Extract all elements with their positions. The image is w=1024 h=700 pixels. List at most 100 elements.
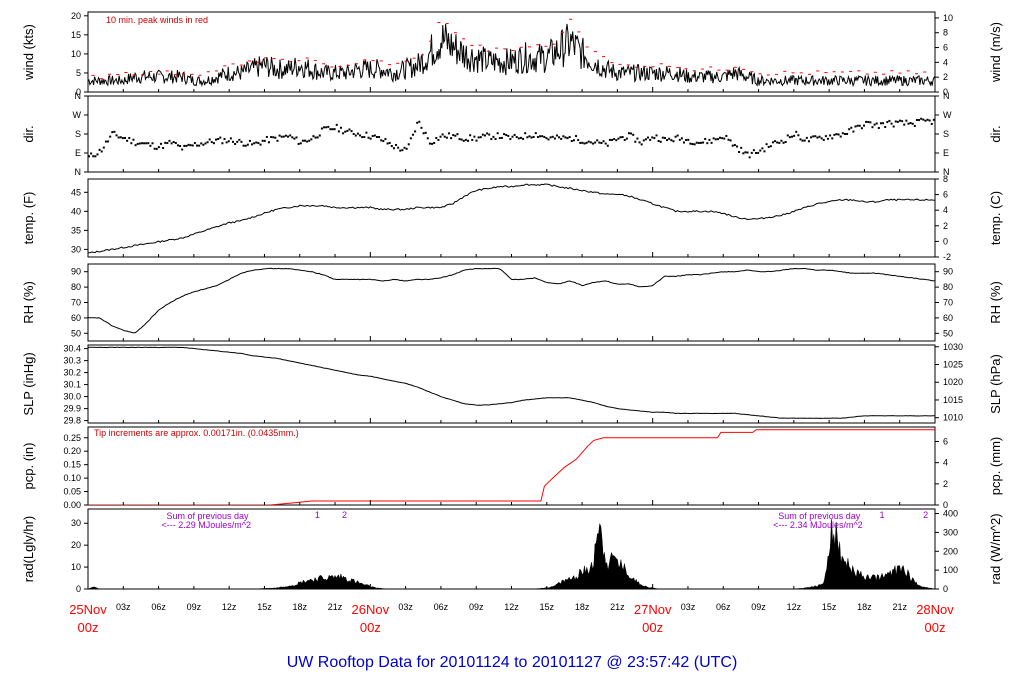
direction-point	[835, 133, 838, 136]
direction-point	[354, 134, 357, 137]
direction-point	[170, 142, 173, 145]
direction-point	[570, 140, 573, 143]
right-tick-label: 1030	[943, 342, 963, 352]
direction-point	[524, 132, 527, 135]
hour-tick-label: 03z	[398, 602, 413, 612]
direction-point	[909, 122, 912, 125]
direction-point	[399, 149, 402, 152]
direction-point	[500, 136, 503, 139]
direction-point	[395, 143, 398, 146]
direction-point	[846, 132, 849, 135]
direction-point	[522, 137, 525, 140]
direction-point	[253, 142, 256, 145]
direction-point	[600, 141, 603, 144]
left-tick-label: W	[73, 110, 82, 120]
left-tick-label: 0.20	[63, 446, 81, 456]
direction-point	[407, 143, 410, 146]
left-tick-label: 70	[71, 298, 81, 308]
right-tick-label: S	[943, 129, 949, 139]
direction-point	[151, 142, 154, 145]
panel-0: 0 5 10 15 20 0 2 4 6 8 10 wind (kts) wind (m/s) 10 mi…	[21, 11, 1003, 97]
direction-point	[621, 136, 624, 139]
footer-title: UW Rooftop Data for 20101124 to 20101127…	[287, 654, 738, 671]
direction-point	[572, 139, 575, 142]
time-axis: 03z 06z 09z 12z 15z 18z 21z 03z 06z 09z 12z 15z 18z 2…	[69, 602, 954, 635]
series-line-3	[88, 267, 935, 334]
direction-point	[176, 144, 179, 147]
direction-point	[462, 139, 465, 142]
direction-point	[126, 139, 129, 142]
right-tick-label: 1010	[943, 413, 963, 423]
direction-point	[657, 139, 660, 142]
left-tick-label: 30.4	[63, 344, 81, 354]
right-tick-label: 10	[943, 13, 953, 23]
solar-marker: 1	[315, 510, 320, 520]
direction-point	[136, 142, 139, 145]
radiation-sum-note: <--- 2.34 MJoules/m^2	[773, 520, 863, 530]
direction-point	[132, 138, 135, 141]
direction-point	[447, 132, 450, 135]
day-hour-label: 00z	[78, 620, 99, 635]
direction-point	[676, 134, 679, 137]
direction-point	[873, 123, 876, 126]
right-tick-label: 1025	[943, 360, 963, 370]
direction-point	[566, 137, 569, 140]
direction-point	[714, 138, 717, 141]
direction-point	[803, 139, 806, 142]
direction-point	[837, 133, 840, 136]
direction-point	[452, 134, 455, 137]
direction-point	[763, 150, 766, 153]
direction-point	[536, 136, 539, 139]
direction-point	[272, 136, 275, 139]
direction-point	[659, 140, 662, 143]
direction-point	[418, 120, 421, 123]
direction-point	[414, 130, 417, 133]
direction-point	[530, 136, 533, 139]
direction-point	[924, 119, 927, 122]
direction-point	[155, 147, 158, 150]
direction-point	[162, 147, 165, 150]
direction-point	[289, 134, 292, 137]
plot-area	[88, 519, 935, 589]
direction-point	[774, 140, 777, 143]
direction-point	[564, 136, 567, 139]
direction-point	[890, 122, 893, 125]
direction-point	[596, 139, 599, 142]
left-tick-label: 30.0	[63, 392, 81, 402]
direction-point	[551, 135, 554, 138]
solar-marker: 2	[923, 510, 928, 520]
direction-point	[759, 149, 762, 152]
direction-point	[860, 127, 863, 130]
direction-point	[147, 142, 150, 145]
hour-tick-label: 21z	[610, 602, 625, 612]
direction-point	[907, 122, 910, 125]
direction-point	[848, 128, 851, 131]
wind-speed-line	[88, 23, 935, 88]
direction-point	[735, 145, 738, 148]
direction-point	[219, 136, 222, 139]
direction-point	[441, 133, 444, 136]
direction-point	[905, 119, 908, 122]
direction-point	[723, 137, 726, 140]
direction-point	[807, 140, 810, 143]
right-tick-label: E	[943, 148, 949, 158]
direction-point	[534, 132, 537, 135]
right-tick-label: 6	[943, 190, 948, 200]
direction-point	[231, 140, 234, 143]
direction-point	[695, 141, 698, 144]
direction-point	[920, 117, 923, 120]
direction-point	[744, 151, 747, 154]
direction-point	[159, 142, 162, 145]
direction-point	[623, 139, 626, 142]
direction-point	[708, 138, 711, 141]
hour-tick-label: 09z	[187, 602, 202, 612]
direction-point	[206, 141, 209, 144]
direction-point	[270, 136, 273, 139]
direction-point	[350, 130, 353, 133]
direction-point	[577, 139, 580, 142]
direction-point	[490, 138, 493, 141]
right-axis-title: rad (W/m^2)	[988, 513, 1003, 584]
direction-point	[932, 118, 935, 121]
direction-point	[433, 141, 436, 144]
hour-tick-label: 12z	[504, 602, 519, 612]
